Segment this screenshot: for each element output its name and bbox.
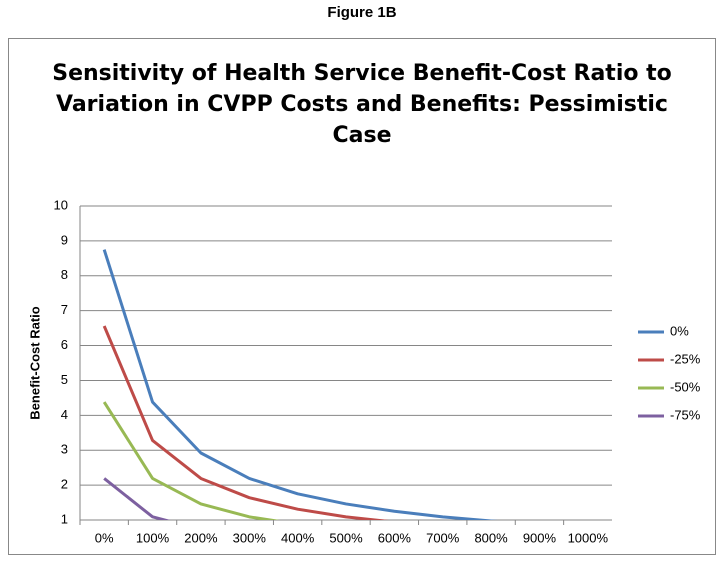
- y-axis-label: Benefit-Cost Ratio: [27, 306, 42, 419]
- y-tick-label: 4: [61, 407, 68, 422]
- x-tick-label: 200%: [184, 530, 218, 545]
- page-title: Figure 1B: [327, 4, 396, 21]
- legend-label: 0%: [670, 323, 689, 338]
- chart-frame: [8, 38, 716, 555]
- y-tick-label: 8: [61, 267, 68, 282]
- chart-title: Case: [332, 123, 391, 148]
- x-tick-label: 600%: [378, 530, 412, 545]
- x-tick-label: 1000%: [568, 530, 609, 545]
- y-tick-label: 9: [61, 232, 68, 247]
- x-tick-label: 0%: [95, 530, 114, 545]
- y-tick-label: 10: [54, 197, 68, 212]
- y-tick-label: 5: [61, 372, 68, 387]
- chart-title: Sensitivity of Health Service Benefit-Co…: [52, 61, 672, 86]
- chart-title: Variation in CVPP Costs and Benefits: Pe…: [56, 92, 668, 117]
- x-tick-label: 400%: [281, 530, 315, 545]
- x-tick-label: 100%: [136, 530, 170, 545]
- x-tick-label: 700%: [426, 530, 460, 545]
- line-series: [102, 249, 499, 520]
- x-tick-label: 300%: [233, 530, 267, 545]
- legend-label: -25%: [670, 351, 701, 366]
- line-series: [102, 401, 281, 520]
- x-tick-label: 800%: [474, 530, 508, 545]
- y-tick-label: 7: [61, 302, 68, 317]
- y-tick-label: 2: [61, 477, 68, 492]
- legend-label: -50%: [670, 379, 701, 394]
- plot-area: [102, 249, 499, 520]
- y-tick-label: 6: [61, 337, 68, 352]
- legend-label: -75%: [670, 407, 701, 422]
- x-tick-label: 900%: [523, 530, 557, 545]
- y-tick-label: 3: [61, 442, 68, 457]
- line-series: [102, 325, 389, 520]
- y-tick-label: 1: [61, 511, 68, 526]
- x-tick-label: 500%: [329, 530, 363, 545]
